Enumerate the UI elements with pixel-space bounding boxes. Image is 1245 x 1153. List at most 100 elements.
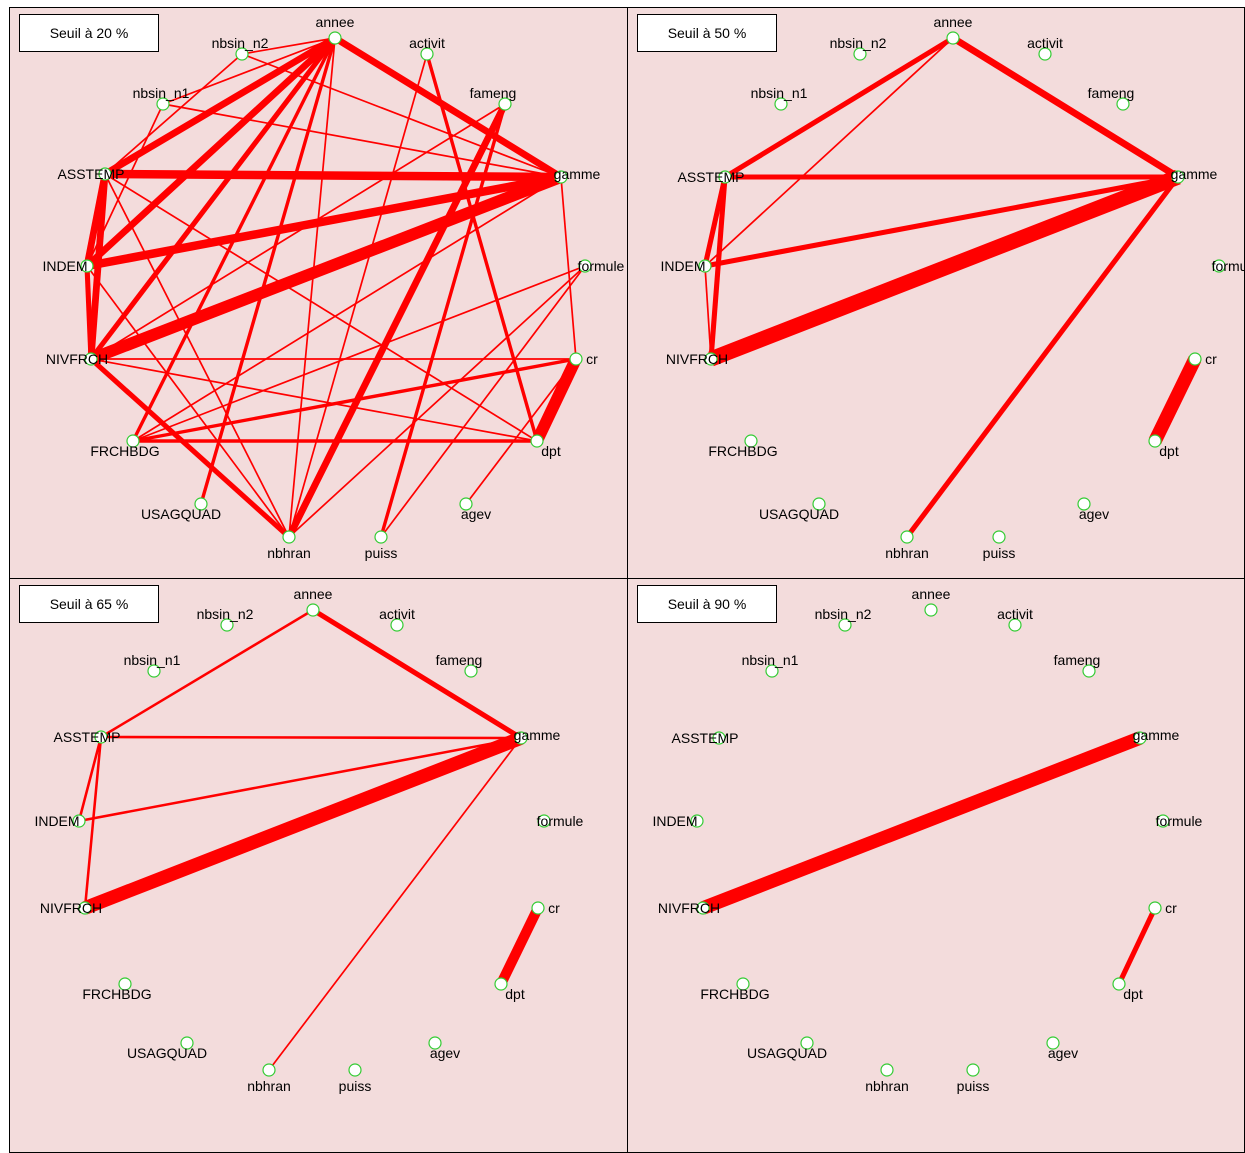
node-label-INDEM: INDEM (42, 258, 87, 274)
node-label-NIVFRCH: NIVFRCH (658, 900, 720, 916)
node-dpt (494, 977, 508, 991)
node-INDEM (698, 259, 712, 273)
node-annee (328, 31, 342, 45)
edge-fameng-NIVFRCH (90, 103, 506, 360)
panel-threshold-90: annee nbsin_n2 activit nbsin_n1 fameng ASSTEM… (627, 578, 1245, 1153)
node-label-nbsin_n1: nbsin_n1 (133, 85, 190, 101)
node-activit (420, 47, 434, 61)
threshold-label-20: Seuil à 20 % (19, 14, 159, 52)
node-nbsin_n2 (235, 47, 249, 61)
node-label-puiss: puiss (983, 545, 1016, 561)
node-INDEM (80, 259, 94, 273)
edge-annee-NIVFRCH (88, 36, 338, 361)
node-INDEM (690, 814, 704, 828)
node-nbsin_n2 (838, 618, 852, 632)
node-label-ASSTEMP: ASSTEMP (678, 169, 745, 185)
node-annee (924, 603, 938, 617)
node-label-cr: cr (1165, 900, 1177, 916)
graph-background (627, 578, 1245, 1153)
edge-cr-dpt (1148, 356, 1202, 444)
node-label-gamme: gamme (1171, 166, 1218, 182)
node-FRCHBDG (126, 434, 140, 448)
node-label-cr: cr (548, 900, 560, 916)
network-graph-20: annee nbsin_n2 activit nbsin_n1 fameng ASSTEM… (9, 7, 627, 578)
node-label-ASSTEMP: ASSTEMP (54, 729, 121, 745)
edge-INDEM-gamme (78, 736, 522, 823)
node-gamme (554, 170, 568, 184)
node-label-NIVFRCH: NIVFRCH (40, 900, 102, 916)
node-fameng (1116, 97, 1130, 111)
node-nbsin_n2 (853, 47, 867, 61)
edge-INDEM-NIVFRCH (84, 265, 94, 360)
node-label-puiss: puiss (365, 545, 398, 561)
node-fameng (464, 664, 478, 678)
node-label-USAGQUAD: USAGQUAD (747, 1045, 827, 1061)
node-label-ASSTEMP: ASSTEMP (58, 166, 125, 182)
edge-ASSTEMP-NIVFRCH (708, 176, 728, 360)
node-label-agev: agev (461, 506, 491, 522)
node-formule (1212, 259, 1226, 273)
node-label-FRCHBDG: FRCHBDG (708, 443, 777, 459)
node-nbsin_n1 (156, 97, 170, 111)
node-label-fameng: fameng (470, 85, 517, 101)
node-annee (946, 31, 960, 45)
node-dpt (1112, 977, 1126, 991)
node-INDEM (72, 814, 86, 828)
edge-NIVFRCH-gamme (82, 731, 524, 915)
node-gamme (514, 731, 528, 745)
node-ASSTEMP (98, 167, 112, 181)
node-label-activit: activit (1027, 35, 1063, 51)
edge-annee-INDEM (704, 37, 954, 267)
node-label-cr: cr (586, 351, 598, 367)
edge-annee-ASSTEMP (100, 608, 314, 739)
node-label-annee: annee (934, 14, 973, 30)
node-label-dpt: dpt (1159, 443, 1179, 459)
node-gamme (1133, 731, 1147, 745)
node-agev (1046, 1036, 1060, 1050)
node-label-INDEM: INDEM (34, 813, 79, 829)
edge-annee-nbsin_n1 (162, 37, 336, 105)
node-NIVFRCH (696, 901, 710, 915)
panel-threshold-20: annee nbsin_n2 activit nbsin_n1 fameng ASSTEM… (9, 7, 627, 578)
edge-nbsin_n2-gamme (241, 53, 562, 178)
edge-annee-gamme (951, 35, 1180, 180)
edge-annee-ASSTEMP (103, 35, 337, 177)
node-label-USAGQUAD: USAGQUAD (759, 506, 839, 522)
node-activit (1038, 47, 1052, 61)
node-label-annee: annee (912, 586, 951, 602)
node-label-agev: agev (430, 1045, 460, 1061)
node-label-formule: formule (1156, 813, 1203, 829)
node-label-ASSTEMP: ASSTEMP (672, 730, 739, 746)
node-nbhran (262, 1063, 276, 1077)
node-label-INDEM: INDEM (660, 258, 705, 274)
node-label-activit: activit (409, 35, 445, 51)
node-label-FRCHBDG: FRCHBDG (90, 443, 159, 459)
node-NIVFRCH (84, 352, 98, 366)
node-agev (459, 497, 473, 511)
node-puiss (992, 530, 1006, 544)
edge-nbsin_n1-INDEM (86, 103, 164, 267)
edge-NIVFRCH-gamme (700, 731, 1143, 915)
edge-INDEM-gamme (86, 172, 562, 271)
network-graph-65: annee nbsin_n2 activit nbsin_n1 fameng ASSTEM… (9, 578, 627, 1153)
node-label-dpt: dpt (1123, 986, 1143, 1002)
node-label-activit: activit (997, 606, 1033, 622)
node-agev (1077, 497, 1091, 511)
node-fameng (498, 97, 512, 111)
edge-ASSTEMP-INDEM (77, 736, 103, 822)
node-ASSTEMP (712, 731, 726, 745)
network-graph-50: annee nbsin_n2 activit nbsin_n1 fameng ASSTEM… (627, 7, 1245, 578)
edge-annee-USAGQUAD (199, 37, 337, 505)
edge-cr-dpt (1116, 906, 1158, 986)
threshold-label-65: Seuil à 65 % (19, 585, 159, 623)
node-label-nbhran: nbhran (865, 1078, 909, 1094)
edge-cr-dpt (496, 905, 543, 987)
node-label-formule: formule (578, 258, 625, 274)
graph-background (9, 578, 627, 1153)
node-label-gamme: gamme (554, 166, 601, 182)
node-cr (531, 901, 545, 915)
node-puiss (966, 1063, 980, 1077)
node-NIVFRCH (704, 352, 718, 366)
node-puiss (348, 1063, 362, 1077)
edge-activit-dpt (425, 53, 539, 442)
